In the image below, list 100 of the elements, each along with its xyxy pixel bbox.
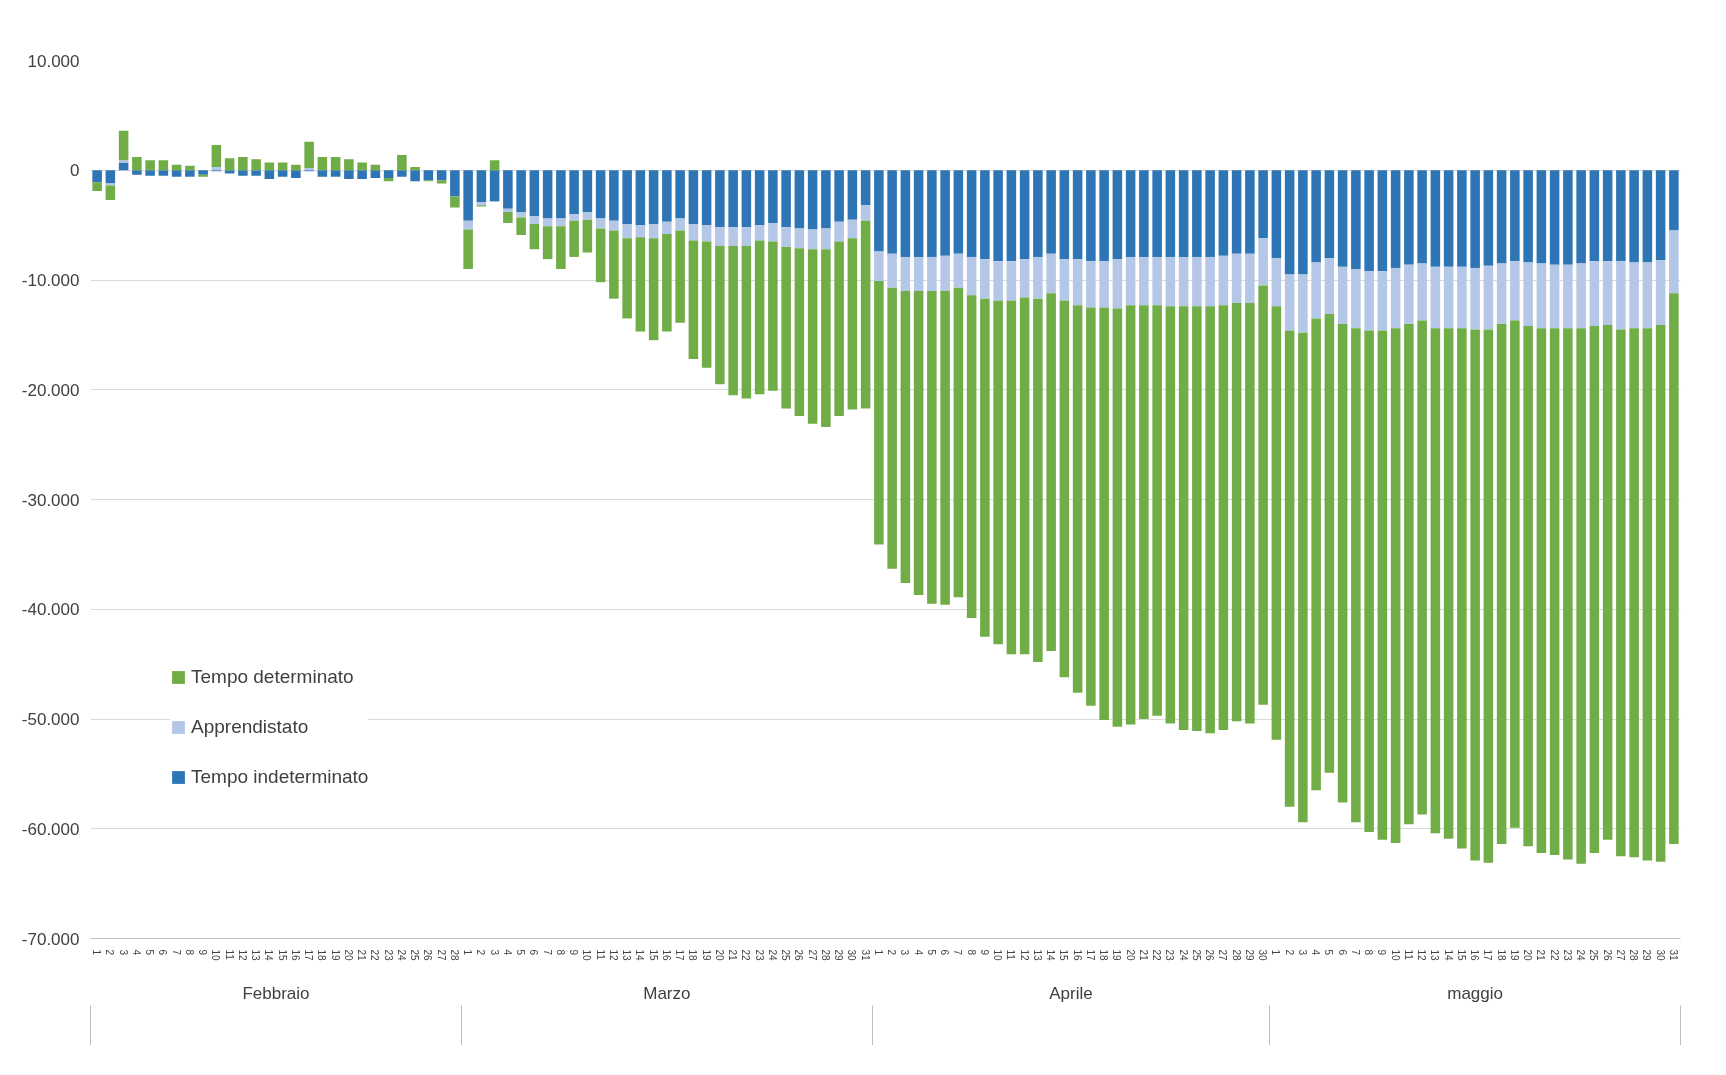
bar [1245,253,1255,304]
bar [1072,259,1083,306]
bar [463,220,473,230]
bar [728,227,738,246]
bar [887,253,897,288]
x-tick-label: 2 [475,949,487,956]
x-tick-label: 11 [1005,949,1017,961]
bar [834,221,844,242]
bar [728,245,738,396]
bar [1417,170,1427,264]
bar [463,229,473,270]
x-tick-label: 10 [581,949,593,962]
x-tick-label: 10 [992,949,1004,962]
bar [688,224,699,241]
bar [622,238,632,319]
bar [569,214,579,221]
bar [1443,328,1454,839]
bar [238,157,248,171]
x-tick-label: 19 [1111,949,1123,962]
x-tick-label: 17 [303,949,315,962]
bar [768,222,778,242]
bar [768,241,778,391]
bar [1602,170,1613,262]
bar [556,226,566,270]
bar [1324,170,1335,259]
bar [397,154,407,171]
bar [582,219,593,253]
bar [1351,170,1361,270]
bar [1165,306,1176,724]
x-tick-label: 22 [1548,949,1560,962]
legend-label: Tempo indeterminato [191,766,369,788]
bar [516,211,526,218]
x-tick-label: 26 [1601,949,1613,962]
x-tick-label: 31 [1667,949,1679,962]
bar [145,170,155,176]
bar [317,170,328,177]
bar [635,237,646,332]
x-tick-label: 9 [197,949,209,956]
x-tick-label: 28 [1628,949,1640,962]
bar [1443,170,1454,267]
bar [1470,267,1480,330]
bar [1218,305,1229,730]
bar [874,170,884,252]
bar [211,145,222,167]
x-tick-label: 3 [488,949,500,956]
bar [715,227,725,246]
x-tick-label: 23 [753,949,765,962]
bar [927,256,937,291]
bar [1351,328,1361,823]
x-tick-label: 15 [276,949,288,962]
x-tick-label: 29 [1641,949,1653,962]
bar [582,211,593,220]
x-tick-label: 29 [833,949,845,962]
x-tick-label: 16 [289,949,301,962]
bar [556,218,566,227]
x-tick-label: 21 [727,949,739,962]
bar [675,230,685,323]
x-tick-label: 28 [819,949,831,962]
bar [1019,259,1030,298]
bar [1033,170,1043,257]
bar [715,245,725,385]
x-tick-label: 22 [740,949,752,962]
bar [927,170,937,257]
bar [516,170,526,212]
x-tick-label: 9 [1376,949,1388,956]
bar [132,157,142,171]
x-tick-label: 24 [395,949,407,962]
bar [1139,256,1149,306]
bar [1616,170,1626,262]
bar [980,259,990,299]
bar [874,251,884,282]
x-tick-label: 9 [978,949,990,956]
bar [1099,261,1109,308]
bar [476,170,487,203]
x-tick-label: 26 [793,949,805,962]
x-tick-label: 27 [806,949,818,962]
bar [1483,329,1494,863]
bar [940,170,950,256]
bar [1364,170,1374,272]
bar [715,170,725,228]
bar [264,170,275,180]
x-tick-label: 18 [1495,949,1507,962]
x-tick-label: 5 [925,949,937,956]
bar [993,170,1003,262]
bar [1337,266,1348,324]
x-tick-label: 24 [766,949,778,962]
y-tick-label: -60.000 [21,819,80,839]
bar [1390,267,1401,329]
bar [993,300,1003,645]
bar [1298,274,1308,333]
bar [92,170,102,183]
x-tick-label: 20 [1522,949,1534,962]
bar [344,159,354,171]
x-tick-label: 15 [1058,949,1070,962]
bar [198,170,208,175]
bar [1430,328,1441,834]
bar [423,170,434,181]
bar [357,162,367,171]
bar [529,224,540,250]
bar [1576,328,1586,864]
